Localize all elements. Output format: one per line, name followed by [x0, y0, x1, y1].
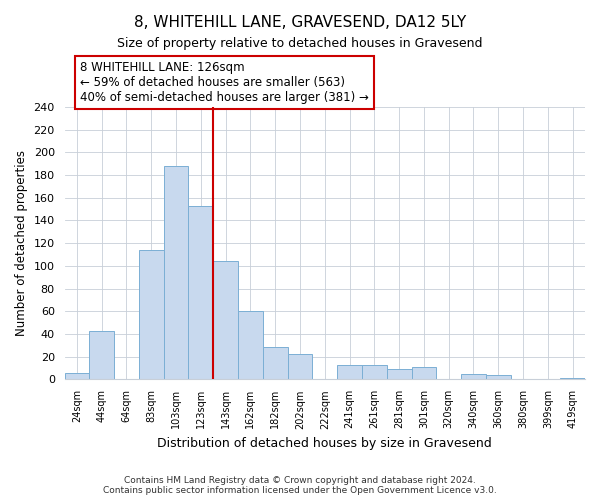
Bar	[287, 354, 313, 380]
Bar	[387, 369, 412, 380]
Y-axis label: Number of detached properties: Number of detached properties	[15, 150, 28, 336]
Bar	[461, 374, 486, 380]
Bar	[263, 346, 287, 380]
Bar	[213, 262, 238, 380]
Bar	[65, 372, 89, 380]
Text: Size of property relative to detached houses in Gravesend: Size of property relative to detached ho…	[117, 38, 483, 51]
Bar	[164, 166, 188, 380]
Bar	[337, 364, 362, 380]
Bar	[89, 330, 114, 380]
Text: 8, WHITEHILL LANE, GRAVESEND, DA12 5LY: 8, WHITEHILL LANE, GRAVESEND, DA12 5LY	[134, 15, 466, 30]
Bar	[238, 312, 263, 380]
Text: 8 WHITEHILL LANE: 126sqm
← 59% of detached houses are smaller (563)
40% of semi-: 8 WHITEHILL LANE: 126sqm ← 59% of detach…	[80, 61, 369, 104]
X-axis label: Distribution of detached houses by size in Gravesend: Distribution of detached houses by size …	[157, 437, 492, 450]
Bar	[188, 206, 213, 380]
Text: Contains HM Land Registry data © Crown copyright and database right 2024.
Contai: Contains HM Land Registry data © Crown c…	[103, 476, 497, 495]
Bar	[560, 378, 585, 380]
Bar	[412, 367, 436, 380]
Bar	[362, 364, 387, 380]
Bar	[139, 250, 164, 380]
Bar	[486, 375, 511, 380]
